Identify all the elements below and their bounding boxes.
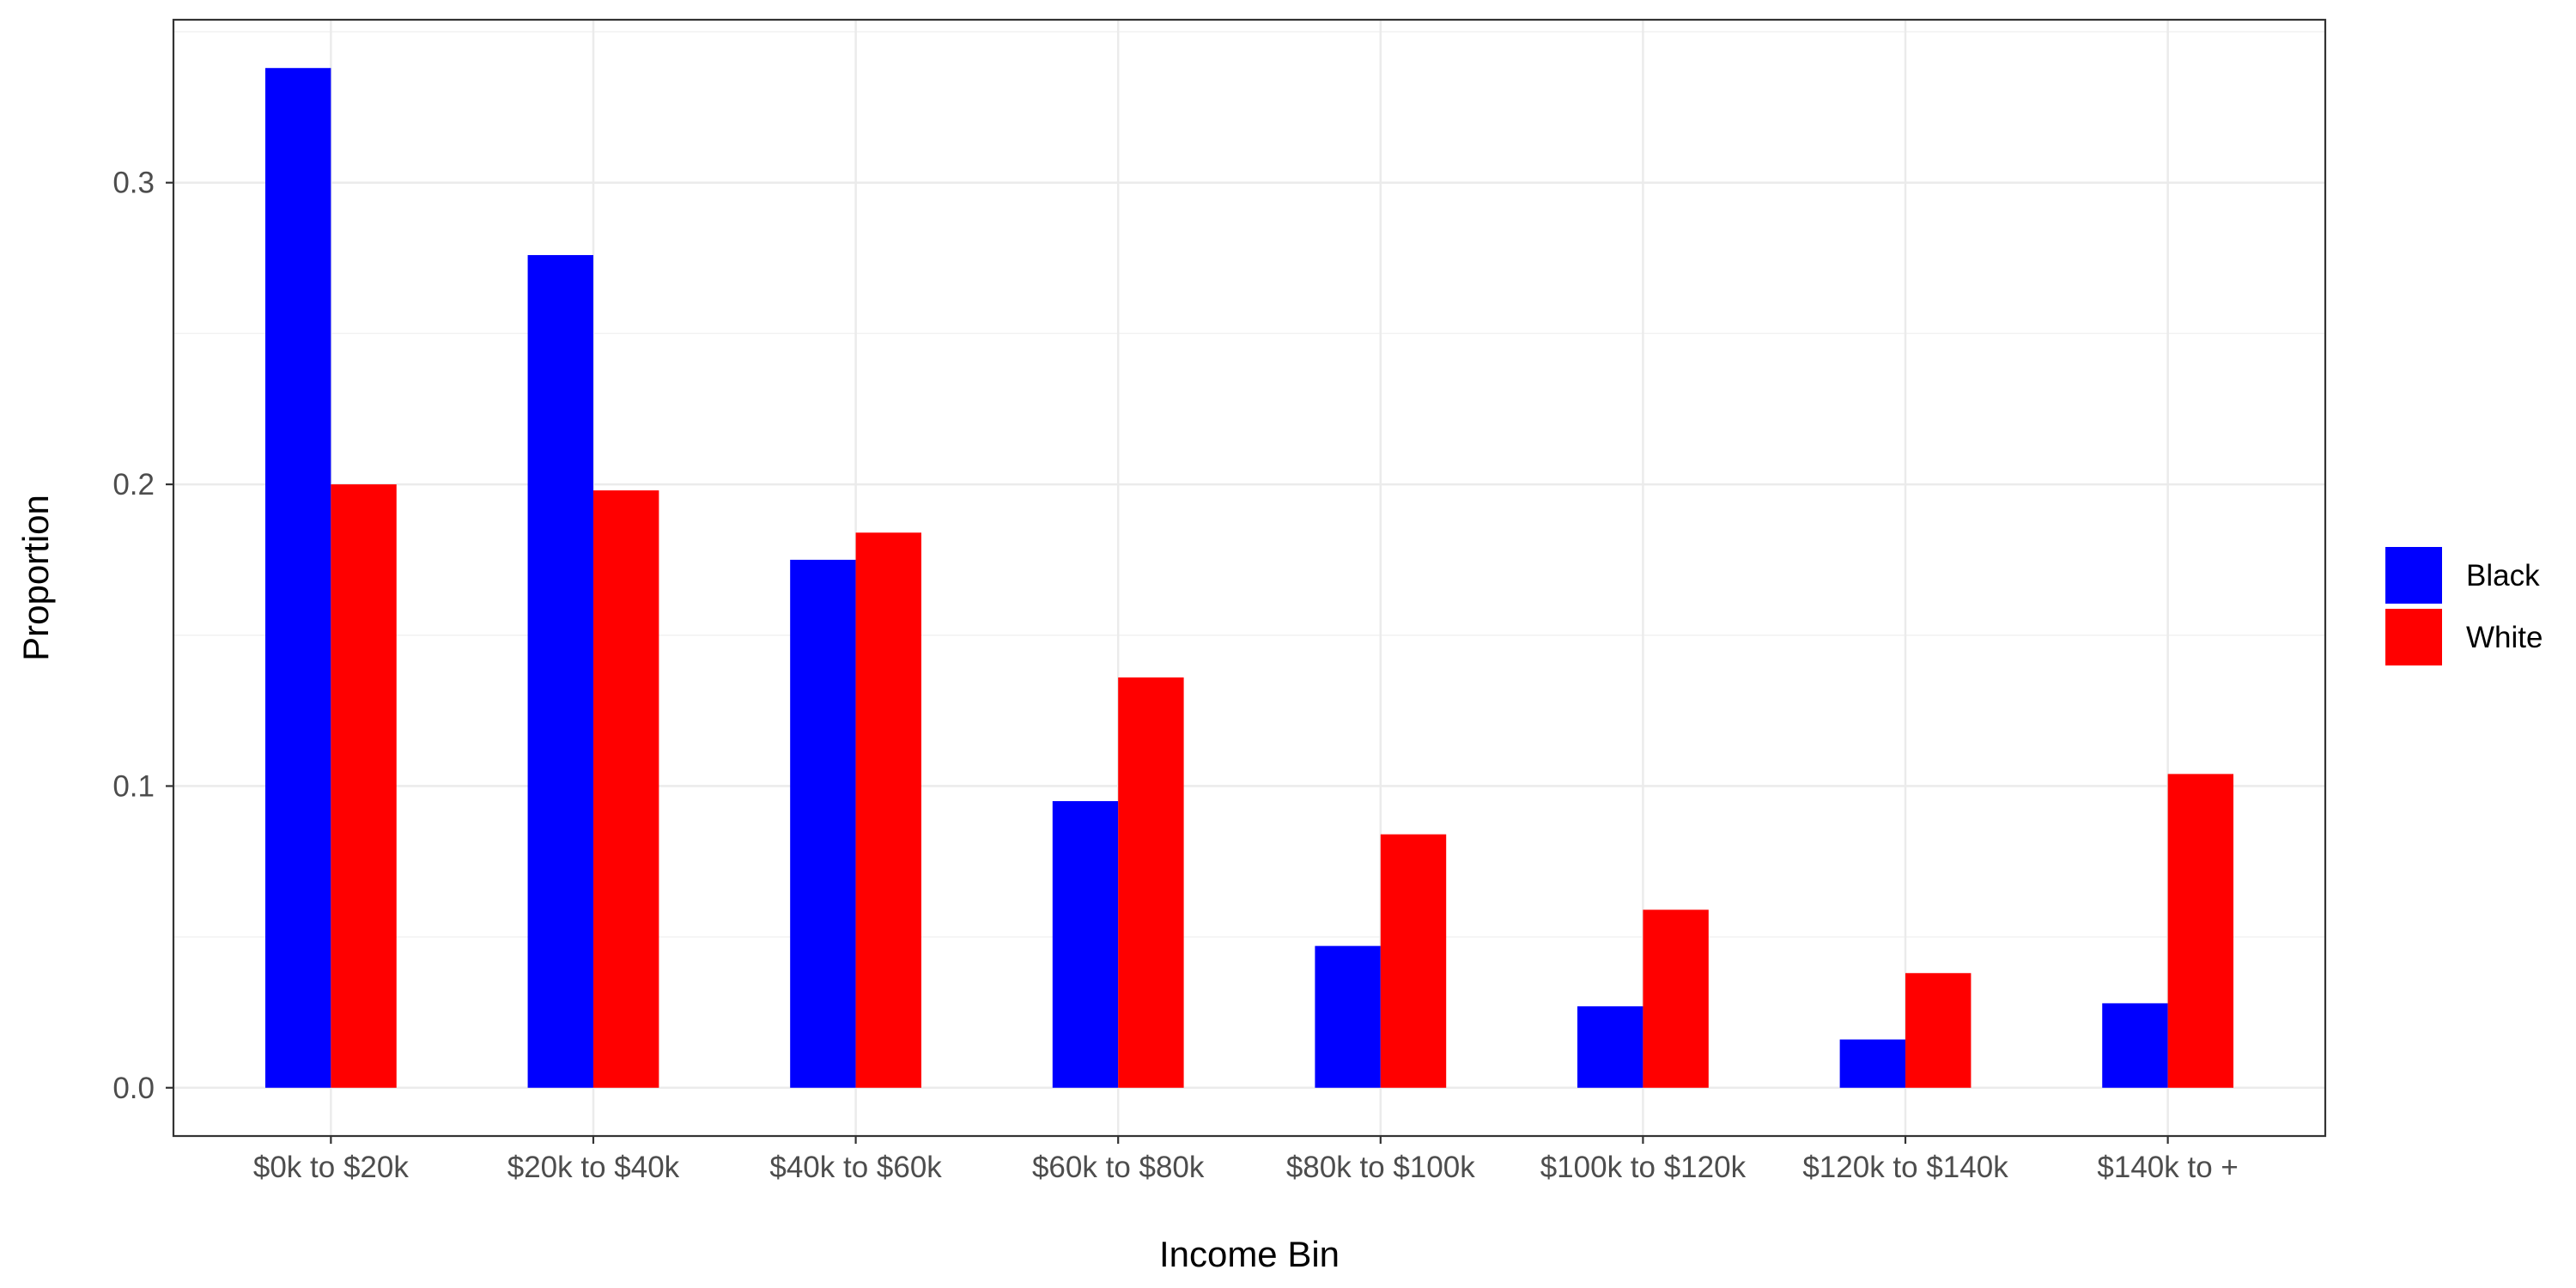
y-tick-label: 0.1 xyxy=(112,769,155,803)
bar-white-7 xyxy=(2167,774,2234,1088)
y-tick-label: 0.0 xyxy=(112,1072,155,1105)
bar-black-7 xyxy=(2102,1003,2168,1088)
x-tick-label: $80k to $100k xyxy=(1286,1151,1475,1184)
bar-white-0 xyxy=(331,484,397,1088)
bar-black-3 xyxy=(1052,801,1119,1088)
legend-key-white xyxy=(2385,609,2442,665)
x-tick-label: $60k to $80k xyxy=(1032,1151,1205,1184)
bar-white-1 xyxy=(592,490,659,1088)
x-tick-label: $20k to $40k xyxy=(507,1151,680,1184)
plot-panel-border xyxy=(172,18,2327,1138)
y-tick-label: 0.3 xyxy=(112,167,155,200)
x-axis: $0k to $20k $20k to $40k $40k to $60k $60k … xyxy=(253,1136,2239,1184)
bar-black-6 xyxy=(1839,1039,1906,1088)
x-axis-title: Income Bin xyxy=(1159,1234,1340,1274)
x-tick-label: $120k to $140k xyxy=(1802,1151,2008,1184)
bar-black-2 xyxy=(790,559,856,1088)
legend-label-black: Black xyxy=(2466,559,2540,592)
x-tick-label: $40k to $60k xyxy=(769,1151,942,1184)
bar-black-0 xyxy=(264,68,331,1088)
bar-black-1 xyxy=(527,255,593,1088)
bar-black-5 xyxy=(1577,1005,1643,1088)
y-axis-title: Proportion xyxy=(15,495,56,661)
bar-white-2 xyxy=(855,532,921,1088)
y-tick-label: 0.2 xyxy=(112,468,155,501)
legend-key-black xyxy=(2385,547,2442,604)
bars xyxy=(264,68,2234,1088)
legend-label-white: White xyxy=(2466,621,2543,654)
bar-white-6 xyxy=(1905,973,1971,1088)
bar-white-4 xyxy=(1380,834,1447,1088)
x-tick-label: $140k to + xyxy=(2097,1151,2238,1184)
bar-black-4 xyxy=(1315,945,1381,1088)
legend: Black White xyxy=(2385,547,2543,665)
x-tick-label: $100k to $120k xyxy=(1540,1151,1747,1184)
bar-white-5 xyxy=(1643,909,1709,1088)
y-axis: 0.0 0.1 0.2 0.3 xyxy=(112,167,173,1105)
x-tick-label: $0k to $20k xyxy=(253,1151,409,1184)
bar-white-3 xyxy=(1118,677,1184,1088)
